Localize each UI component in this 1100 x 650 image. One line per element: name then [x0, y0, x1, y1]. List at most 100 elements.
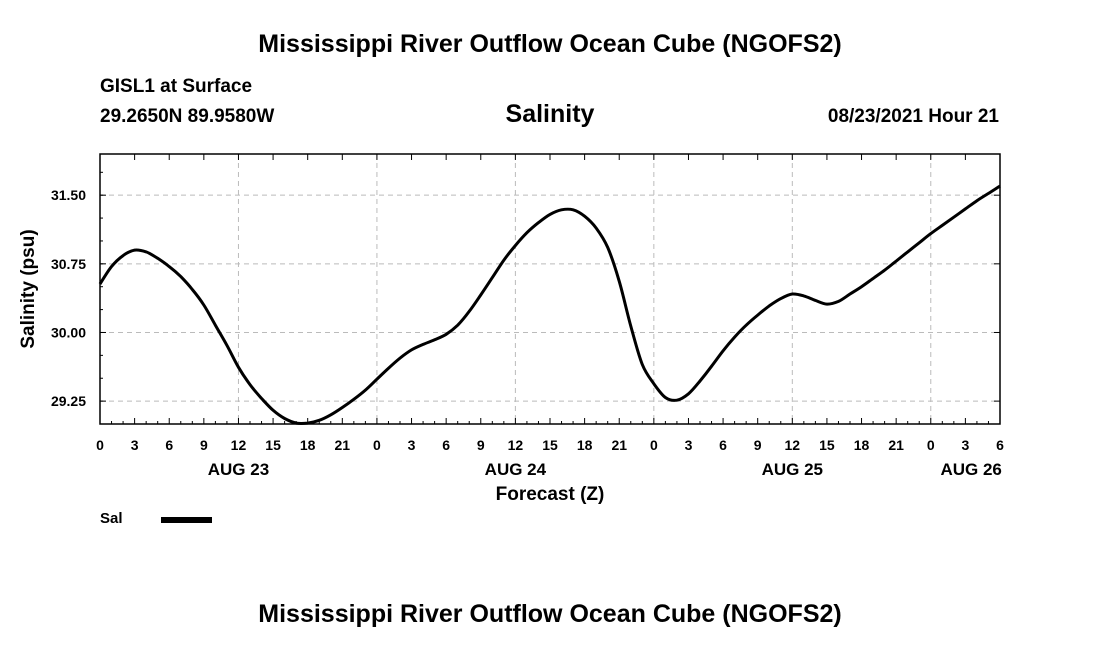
data-point — [595, 227, 598, 230]
y-axis-label: Salinity (psu) — [18, 229, 39, 348]
data-point — [664, 396, 667, 399]
data-point — [99, 282, 102, 285]
data-point — [133, 249, 136, 252]
x-tick-label: 3 — [685, 437, 693, 453]
x-tick-label: 15 — [819, 437, 835, 453]
data-point — [318, 419, 321, 422]
station-coordinates: 29.2650N 89.9580W — [100, 106, 275, 127]
x-tick-label: 3 — [131, 437, 139, 453]
day-label: AUG 26 — [940, 460, 1001, 479]
data-point — [860, 285, 863, 288]
x-tick-label: 0 — [373, 437, 381, 453]
day-label: AUG 23 — [208, 460, 269, 479]
x-axis-ticks: 0 3 6 9 12 15 18 21 0 3 6 9 12 15 18 21 0 3 6 9 12 15 18 21 0 3 6 — [96, 154, 1004, 453]
x-tick-label: 6 — [719, 437, 727, 453]
data-point — [399, 357, 402, 360]
chart-main-title: Mississippi River Outflow Ocean Cube (NG… — [258, 30, 842, 58]
x-tick-label: 18 — [577, 437, 593, 453]
x-tick-label: 9 — [477, 437, 485, 453]
y-tick-label: 29.25 — [51, 393, 86, 409]
x-tick-label: 18 — [854, 437, 870, 453]
data-point — [410, 348, 413, 351]
y-axis-ticks: 29.25 30.00 30.75 31.50 — [51, 171, 1000, 425]
x-tick-label: 15 — [265, 437, 281, 453]
day-labels: AUG 23 AUG 24 AUG 25 AUG 26 — [208, 460, 1002, 479]
data-point — [191, 288, 194, 291]
data-point — [675, 399, 678, 402]
x-tick-label: 6 — [442, 437, 450, 453]
data-point — [225, 344, 228, 347]
data-point — [560, 208, 563, 211]
data-point — [768, 304, 771, 307]
chart-footer-title: Mississippi River Outflow Ocean Cube (NG… — [258, 600, 842, 628]
data-point — [745, 324, 748, 327]
day-label: AUG 25 — [762, 460, 823, 479]
data-point — [364, 389, 367, 392]
data-point — [572, 208, 575, 211]
data-point — [479, 293, 482, 296]
variable-title: Salinity — [505, 100, 595, 128]
data-point — [964, 207, 967, 210]
legend-label: Sal — [100, 510, 123, 527]
data-point — [341, 406, 344, 409]
x-tick-label: 18 — [300, 437, 316, 453]
data-point — [549, 213, 552, 216]
data-point — [756, 314, 759, 317]
data-point — [283, 417, 286, 420]
plot-frame — [99, 153, 1001, 425]
data-point — [779, 297, 782, 300]
x-tick-label: 0 — [650, 437, 658, 453]
data-point — [237, 366, 240, 369]
data-point — [122, 254, 125, 257]
data-point — [168, 265, 171, 268]
data-point — [825, 303, 828, 306]
data-point — [433, 338, 436, 341]
data-point — [491, 276, 494, 279]
x-tick-label: 3 — [408, 437, 416, 453]
data-point — [975, 199, 978, 202]
x-tick-label: 9 — [200, 437, 208, 453]
data-point — [906, 250, 909, 253]
data-point — [618, 280, 621, 283]
data-point — [687, 392, 690, 395]
data-point — [999, 185, 1002, 188]
x-tick-label: 6 — [165, 437, 173, 453]
data-point — [145, 250, 148, 253]
data-point — [814, 299, 817, 302]
station-label: GISL1 at Surface — [100, 76, 253, 97]
x-tick-label: 21 — [888, 437, 904, 453]
data-point — [272, 409, 275, 412]
data-point — [652, 382, 655, 385]
data-point — [468, 310, 471, 313]
x-tick-label: 6 — [996, 437, 1004, 453]
data-point — [872, 277, 875, 280]
data-point — [722, 349, 725, 352]
data-point — [249, 383, 252, 386]
data-point — [895, 260, 898, 263]
data-point — [329, 413, 332, 416]
data-point — [260, 397, 263, 400]
data-point — [445, 333, 448, 336]
x-tick-label: 9 — [754, 437, 762, 453]
data-point — [110, 265, 113, 268]
series-line-sal — [98, 184, 1001, 426]
data-point — [214, 324, 217, 327]
data-point — [641, 363, 644, 366]
data-point — [699, 379, 702, 382]
data-point — [629, 325, 632, 328]
data-point — [883, 269, 886, 272]
data-point — [710, 365, 713, 368]
grid-lines — [100, 154, 1000, 424]
x-tick-label: 12 — [508, 437, 524, 453]
data-point — [179, 275, 182, 278]
data-point — [306, 422, 309, 425]
data-point — [802, 294, 805, 297]
data-point — [514, 244, 517, 247]
x-tick-label: 12 — [231, 437, 247, 453]
data-point — [295, 422, 298, 425]
data-point — [837, 300, 840, 303]
data-point — [987, 192, 990, 195]
data-point — [791, 293, 794, 296]
data-point — [606, 246, 609, 249]
